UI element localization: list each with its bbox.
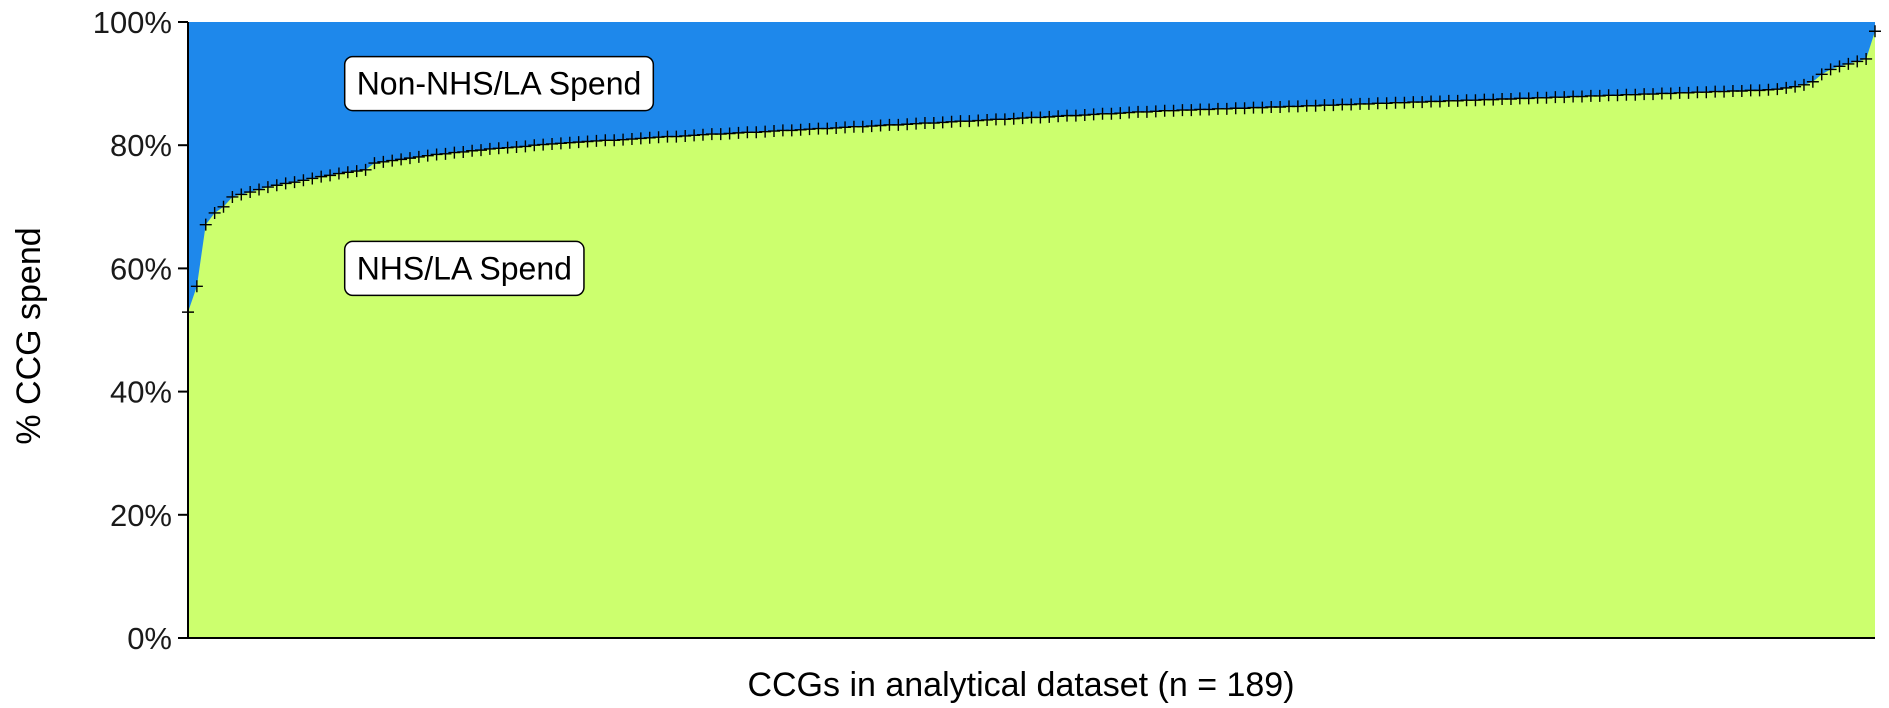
data-point-marker [341,166,354,179]
data-point-marker [457,145,470,158]
data-point-marker [199,218,212,231]
data-point-marker [324,169,337,182]
annotation-nhs-la: NHS/LA Spend [343,240,585,297]
data-point-marker [279,177,292,190]
y-tick-label: 20% [110,498,172,533]
annotation-label-non-nhs-la: Non-NHS/LA Spend [357,66,642,102]
data-point-marker [1851,55,1864,68]
nhs-la-spend-area [188,31,1875,639]
x-axis-title: CCGs in analytical dataset (n = 189) [747,666,1294,704]
data-point-marker [1815,68,1828,81]
data-point-markers [182,25,1881,319]
data-point-marker [421,149,434,162]
y-tick-label: 100% [93,5,172,40]
y-tick-label: 0% [127,621,172,656]
data-point-marker [1833,60,1846,73]
data-point-marker [1824,63,1837,76]
data-point-marker [332,167,345,180]
data-point-marker [1789,80,1802,93]
y-tick-label: 60% [110,251,172,286]
data-point-marker [475,144,488,157]
data-point-marker [217,200,230,213]
data-point-marker [368,157,381,170]
data-point-marker [359,163,372,176]
y-axis: 0% 20% 40% 60% 80% 100% [93,5,189,656]
data-point-marker [315,170,328,183]
data-point-marker [350,165,363,178]
y-axis-ticks: 0% 20% 40% 60% 80% 100% [93,5,188,656]
data-point-marker [1869,25,1881,38]
data-point-marker [1797,78,1810,91]
data-point-marker [1806,75,1819,88]
plot-area [182,22,1881,639]
data-point-marker [412,150,425,163]
data-point-marker [403,152,416,165]
data-point-marker [1780,81,1793,94]
data-point-marker [244,186,257,199]
data-point-marker [270,179,283,192]
data-point-marker [306,172,319,185]
annotation-box-nhs-la [343,240,585,297]
data-point-marker [208,206,221,219]
data-point-marker [519,140,532,153]
y-axis-title: % CCG spend [10,227,48,444]
data-point-marker [235,188,248,201]
annotations: Non-NHS/LA Spend NHS/LA Spend [343,55,655,297]
data-point-marker [1771,83,1784,96]
data-point-marker [439,147,452,160]
annotation-non-nhs-la: Non-NHS/LA Spend [343,55,655,112]
data-point-marker [253,183,266,196]
data-point-marker [226,190,239,203]
data-point-marker [297,174,310,187]
data-point-marker [1860,52,1873,65]
data-point-marker [261,181,274,194]
y-tick-label: 80% [110,128,172,163]
annotation-label-nhs-la: NHS/LA Spend [357,250,572,286]
annotation-box-non-nhs-la [343,55,655,112]
data-point-marker [377,155,390,168]
data-point-marker [395,153,408,166]
data-point-marker [190,280,203,293]
data-point-marker [386,154,399,167]
data-point-marker [1842,57,1855,70]
data-point-marker [288,176,301,189]
y-tick-label: 40% [110,375,172,410]
